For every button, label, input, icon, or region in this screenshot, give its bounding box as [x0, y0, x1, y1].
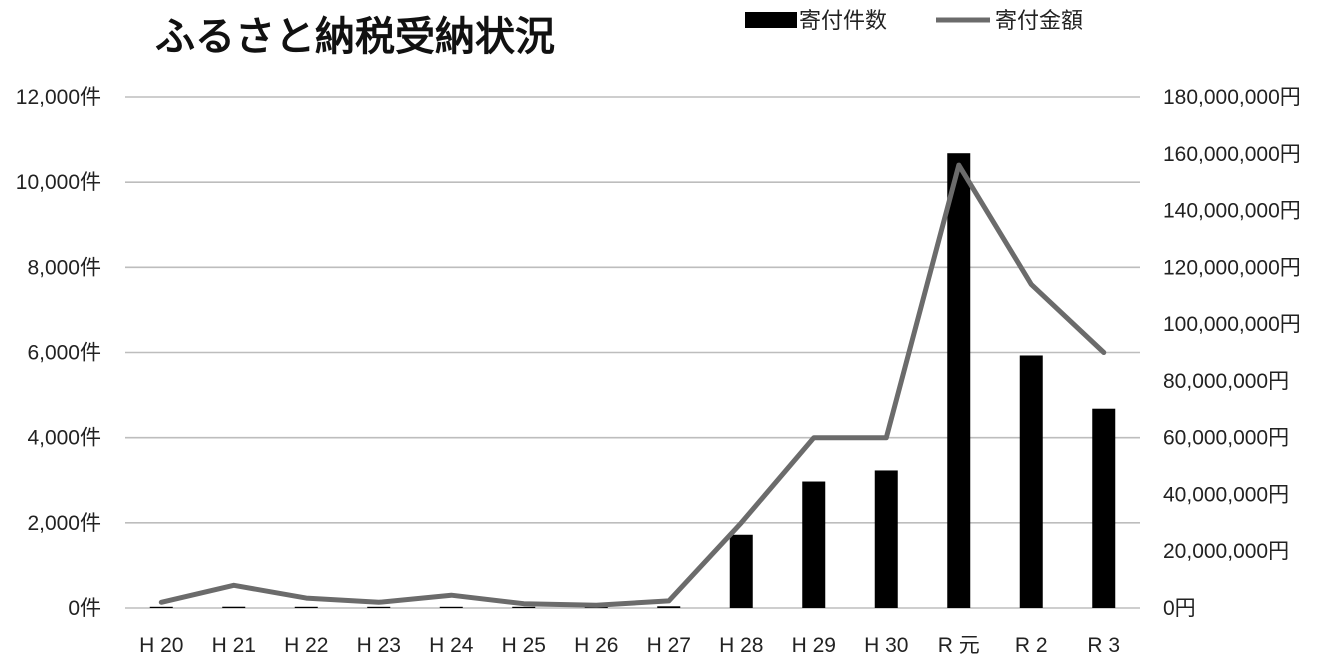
line-series: [158, 162, 1107, 608]
left-tick-label: 4,000件: [27, 427, 101, 450]
x-tick-label: H 28: [719, 634, 763, 657]
right-tick-label: 160,000,000円: [1163, 143, 1301, 166]
x-tick-label: R 元: [938, 634, 980, 657]
bar: [294, 606, 318, 608]
bar: [729, 534, 753, 608]
left-tick-label: 2,000件: [27, 512, 101, 535]
bar: [512, 606, 536, 608]
legend-label-count: 寄付件数: [799, 9, 887, 34]
x-tick-label: H 23: [357, 634, 401, 657]
legend-swatch-bar: [745, 12, 797, 28]
bar: [149, 606, 173, 608]
line-amount: [158, 162, 1107, 608]
right-tick-label: 140,000,000円: [1163, 200, 1301, 223]
legend: 寄付件数 寄付金額: [745, 9, 1083, 34]
x-tick-label: H 26: [574, 634, 618, 657]
bar: [802, 481, 826, 608]
right-tick-label: 100,000,000円: [1163, 313, 1301, 336]
left-tick-label: 10,000件: [16, 171, 101, 194]
x-tick-label: H 24: [429, 634, 474, 657]
x-tick-label: R 2: [1015, 634, 1048, 657]
right-tick-label: 80,000,000円: [1163, 370, 1289, 393]
legend-label-amount: 寄付金額: [995, 9, 1083, 34]
x-tick-label: H 21: [212, 634, 256, 657]
right-tick-label: 120,000,000円: [1163, 256, 1301, 279]
x-tick-label: R 3: [1087, 634, 1120, 657]
x-tick-label: H 20: [139, 634, 183, 657]
left-tick-label: 0件: [68, 597, 101, 620]
chart-title: ふるさと納税受納状況: [155, 14, 555, 60]
right-tick-label: 180,000,000円: [1163, 86, 1301, 109]
bar: [947, 153, 971, 608]
x-tick-label: H 27: [647, 634, 691, 657]
right-tick-label: 0円: [1163, 597, 1196, 620]
left-tick-label: 6,000件: [27, 342, 101, 365]
x-tick-label: H 29: [792, 634, 836, 657]
bar: [1019, 355, 1043, 608]
bar-series: [149, 153, 1116, 608]
right-tick-label: 20,000,000円: [1163, 540, 1289, 563]
gridlines: [125, 96, 1140, 609]
left-axis: 0件 2,000件 4,000件 6,000件 8,000件 10,000件 12,000件: [16, 86, 101, 620]
x-axis: H 20 H 21 H 22 H 23 H 24 H 25 H 26 H 27 H 28 H 29…: [139, 634, 1120, 657]
right-tick-label: 40,000,000円: [1163, 483, 1289, 506]
bar: [1092, 408, 1116, 608]
right-axis: 0円 20,000,000円 40,000,000円 60,000,000円 80,00…: [1163, 86, 1301, 620]
x-tick-label: H 25: [502, 634, 546, 657]
left-tick-label: 12,000件: [16, 86, 101, 109]
right-tick-label: 60,000,000円: [1163, 427, 1289, 450]
left-tick-label: 8,000件: [27, 256, 101, 279]
bar: [439, 606, 463, 608]
bar: [367, 606, 391, 608]
bar: [874, 470, 898, 608]
x-tick-label: H 30: [864, 634, 908, 657]
x-tick-label: H 22: [284, 634, 328, 657]
bar: [222, 606, 246, 608]
bar: [657, 606, 681, 608]
